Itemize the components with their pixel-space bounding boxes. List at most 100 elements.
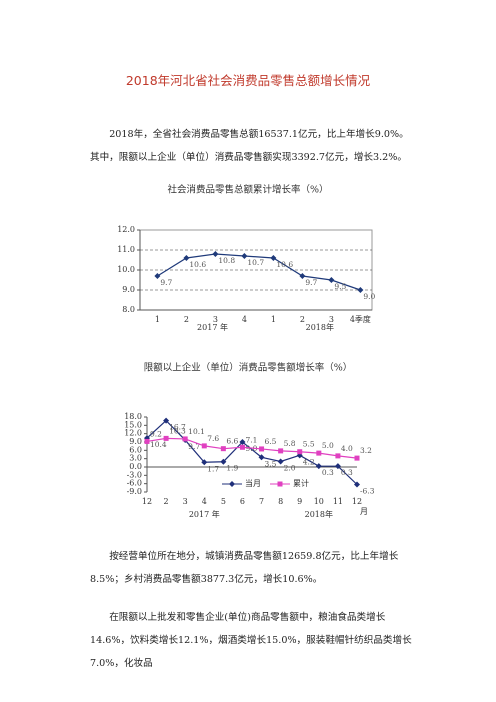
series-line xyxy=(146,437,358,459)
value-label: 4.2 xyxy=(303,457,315,466)
group-label: 2017 年 xyxy=(189,509,220,519)
point xyxy=(182,436,188,442)
value-label: 16.7 xyxy=(169,423,186,432)
value-label: 10.1 xyxy=(188,427,205,436)
value-label: 3.2 xyxy=(360,446,372,455)
group-label: 2018年 xyxy=(305,509,333,519)
y-tick-label: -9.0 xyxy=(127,487,142,496)
value-label: 5.8 xyxy=(284,439,296,448)
point xyxy=(144,438,150,444)
value-label: 5.0 xyxy=(322,441,334,450)
point xyxy=(328,277,335,283)
y-tick-label: 12.0 xyxy=(124,429,142,438)
y-tick-label: 18.0 xyxy=(124,412,142,421)
x-tick-label: 2 xyxy=(184,315,189,324)
value-label: 6.6 xyxy=(226,437,238,446)
point xyxy=(258,454,265,461)
point xyxy=(354,481,360,488)
point xyxy=(239,439,246,445)
point xyxy=(315,463,322,470)
value-label: 7.6 xyxy=(207,434,219,443)
x-tick-label: 4季度 xyxy=(350,314,371,324)
point xyxy=(299,273,306,279)
value-label: 9.7 xyxy=(188,442,200,451)
title: 2018年河北省社会消费品零售总额增长情况 xyxy=(125,73,371,88)
legend-label: 当月 xyxy=(245,478,261,488)
value-label: 9.7 xyxy=(305,278,317,287)
value-label: 3.5 xyxy=(265,459,277,468)
y-tick-label: 9.0 xyxy=(122,285,135,294)
point xyxy=(277,458,284,465)
point xyxy=(277,481,283,487)
point xyxy=(239,444,245,450)
x-tick-label: 12 xyxy=(352,497,362,506)
value-label: 1.7 xyxy=(207,464,219,473)
x-tick-label: 4 xyxy=(202,497,207,506)
point xyxy=(229,481,235,487)
point xyxy=(259,446,265,452)
y-tick-label: 8.0 xyxy=(122,305,135,314)
point xyxy=(201,459,208,466)
series-line xyxy=(146,419,358,485)
paragraph: 在限额以上批发和零售企业(单位)商品零售额中，粮油食品类增长14.6%，饮料类增… xyxy=(90,612,412,669)
x-tick-label: 2 xyxy=(300,315,305,324)
x-tick-label: 5 xyxy=(221,497,226,506)
point xyxy=(270,255,277,261)
value-label: 10.3 xyxy=(169,426,186,435)
chart-title: 限额以上企业（单位）消费品零售额增长率（%） xyxy=(144,362,353,374)
value-label: 2.0 xyxy=(284,463,296,472)
value-label: 4.0 xyxy=(341,444,353,453)
point xyxy=(241,253,248,259)
x-tick-label: 1 xyxy=(155,315,160,324)
legend-label: 累计 xyxy=(293,478,309,488)
chart-title: 社会消费品零售总额累计增长率（%） xyxy=(167,184,328,196)
value-label: 0.3 xyxy=(341,468,353,477)
series-line xyxy=(157,253,361,291)
x-tick-label: 3 xyxy=(213,315,218,324)
point xyxy=(357,287,364,293)
point xyxy=(334,463,341,470)
y-tick-label: 15.0 xyxy=(124,420,142,429)
point xyxy=(278,448,284,454)
value-label: 10.6 xyxy=(276,260,293,269)
y-tick-label: 6.0 xyxy=(129,445,142,454)
value-label: 6.5 xyxy=(265,437,277,446)
x-tick-label: 3 xyxy=(183,497,188,506)
point xyxy=(354,455,360,461)
value-label: 9.2 xyxy=(150,429,162,438)
chart: 限额以上企业（单位）消费品零售额增长率（%） -9.0-6.0-3.00.03.0… xyxy=(124,362,375,520)
group-label: 2018年 xyxy=(306,322,334,332)
x-tick-label: 7 xyxy=(259,497,264,506)
x-tick-label: 3 xyxy=(329,315,334,324)
group-label: 2017 年 xyxy=(197,322,228,332)
point xyxy=(220,446,226,452)
x-tick-label: 2 xyxy=(164,497,169,506)
y-tick-label: 12.0 xyxy=(117,225,135,234)
y-tick-label: -3.0 xyxy=(127,470,142,479)
point xyxy=(220,458,227,465)
y-tick-label: 9.0 xyxy=(129,437,142,446)
point xyxy=(335,453,341,459)
value-label: 10.8 xyxy=(218,256,235,265)
value-label: 9.5 xyxy=(334,282,346,291)
value-label: 7.1 xyxy=(245,435,257,444)
x-tick-label: 1 xyxy=(271,315,276,324)
x-tick-label: 11 xyxy=(333,497,343,506)
value-label: 10.6 xyxy=(189,260,206,269)
value-label: 10.4 xyxy=(150,440,167,449)
chart: 社会消费品零售总额累计增长率（%） 8.0 9.0 10.0 11.0 12.0 1 2 3 4 1… xyxy=(117,184,375,333)
x-tick-label: 12 xyxy=(142,497,152,506)
y-tick-label: -6.0 xyxy=(127,479,142,488)
value-label: 10.7 xyxy=(247,258,264,267)
point xyxy=(163,435,169,441)
point xyxy=(212,251,219,257)
point xyxy=(297,449,303,455)
value-label: 9.0 xyxy=(363,292,375,301)
y-tick-label: 0.0 xyxy=(129,462,142,471)
point xyxy=(154,273,161,279)
point xyxy=(163,417,170,424)
value-label: 5.5 xyxy=(303,440,315,449)
paragraph: 按经营单位所在地分，城镇消费品零售额12659.8亿元，比上年增长8.5%；乡村… xyxy=(90,551,399,585)
point xyxy=(201,443,207,449)
